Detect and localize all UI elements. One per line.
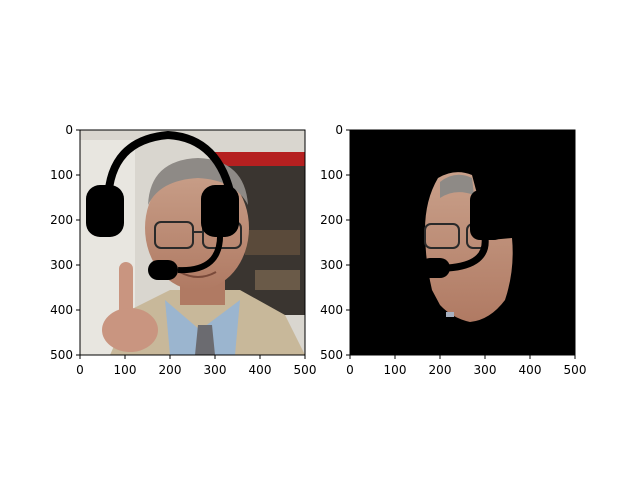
x-tick-label: 200 (159, 363, 182, 377)
y-tick-label: 300 (50, 258, 73, 272)
x-tick-label: 200 (429, 363, 452, 377)
y-tick-label: 500 (320, 348, 343, 362)
y-tick-label: 400 (320, 303, 343, 317)
mask-panel-right (350, 130, 575, 355)
y-tick-label: 500 (50, 348, 73, 362)
y-tick-label: 0 (65, 123, 73, 137)
x-tick-label: 300 (474, 363, 497, 377)
y-tick-label: 400 (50, 303, 73, 317)
y-tick-label: 200 (50, 213, 73, 227)
x-tick-label: 100 (384, 363, 407, 377)
x-tick-label: 500 (294, 363, 317, 377)
y-tick-label: 100 (50, 168, 73, 182)
x-tick-label: 100 (114, 363, 137, 377)
y-tick-label: 200 (320, 213, 343, 227)
photo-panel-left (80, 130, 305, 355)
y-tick-label: 0 (335, 123, 343, 137)
y-tick-label: 100 (320, 168, 343, 182)
x-tick-label: 0 (346, 363, 354, 377)
y-tick-label: 300 (320, 258, 343, 272)
axes-frame-left (79, 129, 306, 356)
x-tick-label: 0 (76, 363, 84, 377)
x-tick-label: 400 (249, 363, 272, 377)
x-tick-label: 500 (564, 363, 587, 377)
axes-frame-right (349, 129, 576, 356)
x-tick-label: 300 (204, 363, 227, 377)
x-tick-label: 400 (519, 363, 542, 377)
